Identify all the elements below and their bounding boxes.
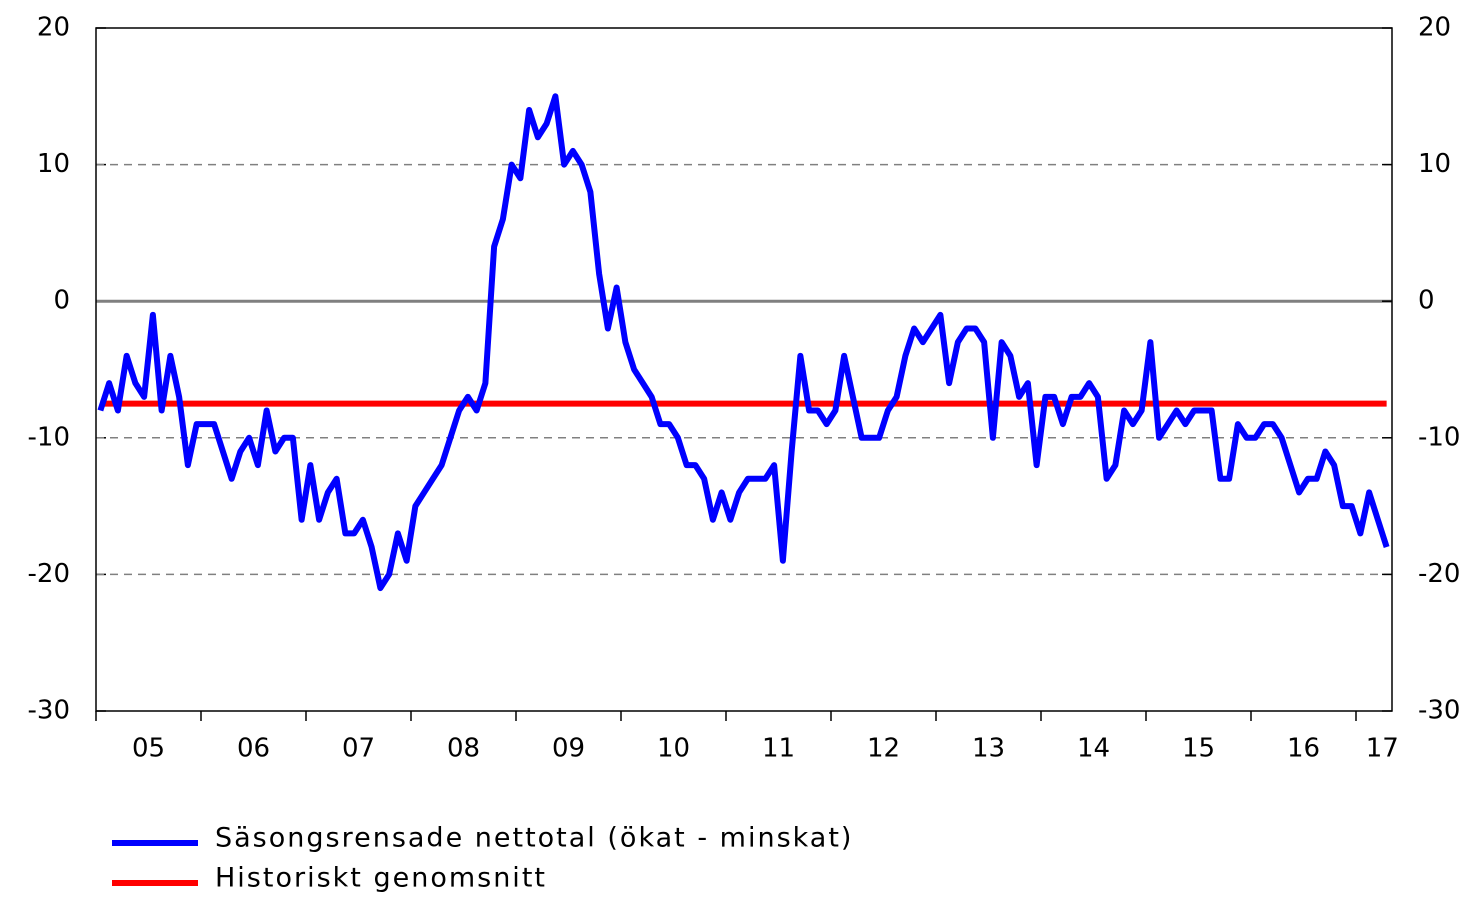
series-line	[97, 93, 1390, 592]
legend-label: Historiskt genomsnitt	[215, 863, 547, 894]
x-tick-label: 09	[552, 734, 585, 764]
y-tick-label: 20	[37, 13, 70, 43]
x-tick-label: 13	[972, 734, 1005, 764]
x-tick-label: 07	[342, 734, 375, 764]
x-tick-label: 12	[867, 734, 900, 764]
x-tick-label: 17	[1366, 734, 1399, 764]
y2-tick-label: -30	[1418, 696, 1460, 726]
x-tick-label: 15	[1182, 734, 1215, 764]
x-tick-label: 05	[132, 734, 165, 764]
y-tick-label: 0	[53, 286, 70, 316]
y2-tick-label: 10	[1418, 149, 1451, 179]
x-tick-label: 11	[762, 734, 795, 764]
plot-frame	[95, 27, 1393, 712]
legend-label: Säsongsrensade nettotal (ökat - minskat)	[215, 823, 853, 854]
y-tick-label: 10	[37, 149, 70, 179]
x-tick-label: 06	[237, 734, 270, 764]
x-tick-label: 16	[1287, 734, 1320, 764]
x-tick-label: 08	[447, 734, 480, 764]
x-tick-label: 14	[1077, 734, 1110, 764]
y2-tick-label: -20	[1418, 559, 1460, 589]
y-tick-label: -30	[28, 696, 70, 726]
y-tick-label: -10	[28, 422, 70, 452]
y2-tick-label: -10	[1418, 422, 1460, 452]
y-tick-label: -20	[28, 559, 70, 589]
x-tick-label: 10	[657, 734, 690, 764]
y2-tick-label: 20	[1418, 13, 1451, 43]
y2-tick-label: 0	[1418, 286, 1435, 316]
